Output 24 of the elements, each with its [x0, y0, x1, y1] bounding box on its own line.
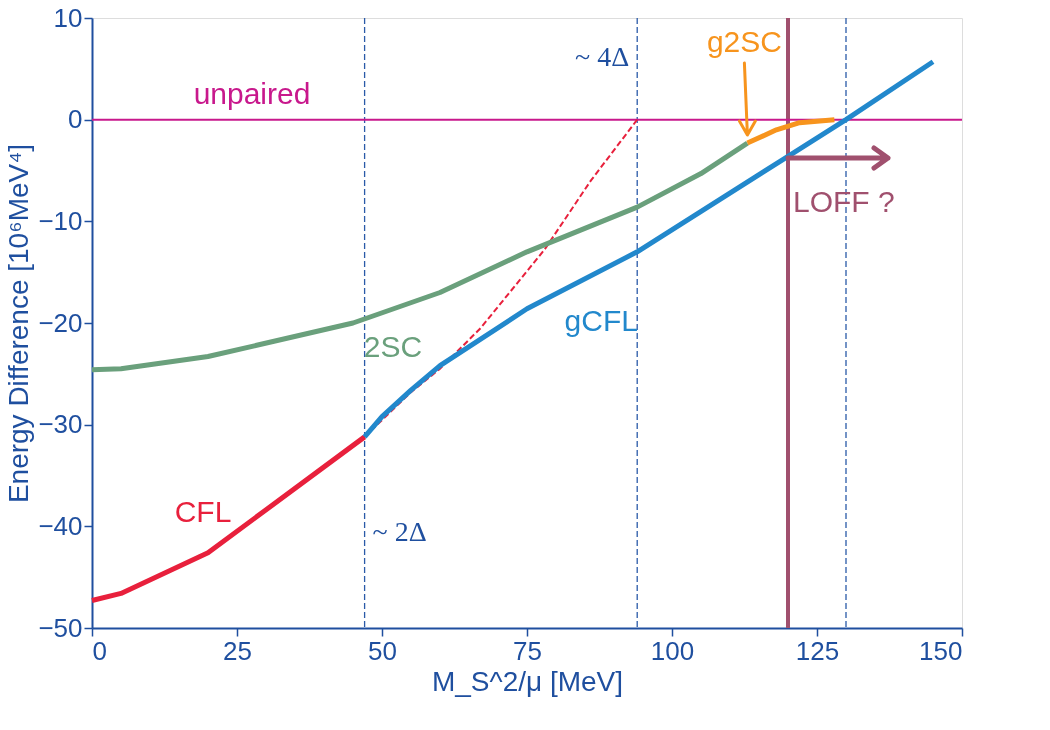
y-axis-title: Energy Difference [10⁶MeV⁴]: [3, 143, 35, 504]
y-tick-label: −30: [38, 409, 83, 440]
x-tick-label: 50: [368, 635, 397, 666]
y-tick-label: 10: [53, 2, 83, 33]
x-tick-label: 75: [513, 635, 542, 666]
series-label: unpaired: [193, 76, 311, 110]
y-tick-label: −50: [38, 612, 83, 643]
y-tick-label: 0: [68, 104, 83, 135]
series-label: CFL: [174, 494, 232, 528]
y-tick-label: −10: [38, 205, 83, 236]
x-tick-label: 125: [795, 635, 840, 666]
y-tick-label: −20: [38, 307, 83, 338]
x-tick-label: 150: [919, 635, 963, 666]
x-tick-label: 100: [650, 635, 695, 666]
annotation: LOFF ?: [793, 185, 895, 218]
y-tick-label: −40: [38, 510, 83, 541]
x-axis-title: M_S^2/μ [MeV]: [431, 665, 624, 697]
x-tick-label: 0: [92, 635, 107, 666]
ref-line-label: ~ 4Δ: [575, 41, 630, 72]
x-tick-label: 25: [223, 635, 252, 666]
series-label: 2SC: [363, 330, 423, 363]
series-label: gCFL: [564, 303, 638, 337]
text: g2SC: [706, 25, 782, 59]
ref-line-label: ~ 2Δ: [372, 516, 427, 547]
